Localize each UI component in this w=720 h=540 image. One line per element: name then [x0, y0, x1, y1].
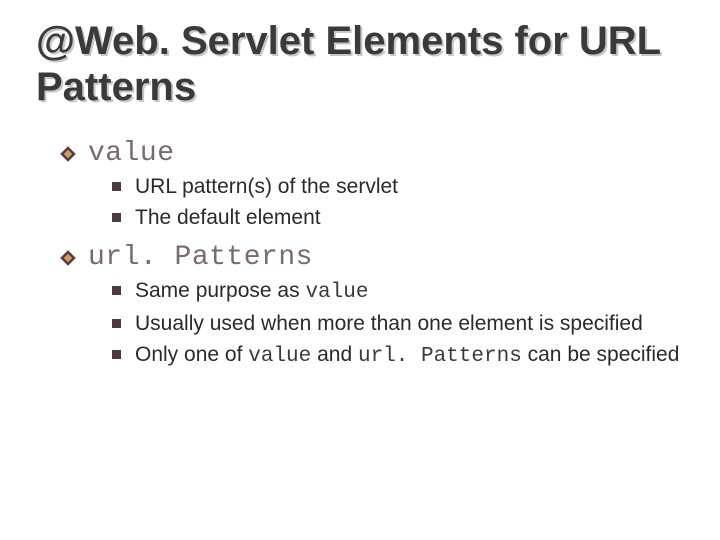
sub-list-item-text: URL pattern(s) of the servlet [135, 173, 398, 200]
slide-body: value URL pattern(s) of the servlet The … [36, 138, 684, 370]
text-run: can be specified [522, 343, 680, 366]
slide-title: @Web. Servlet Elements for URL Patterns [36, 18, 684, 110]
square-icon [112, 213, 121, 222]
square-icon [112, 182, 121, 191]
text-run: Only one of [135, 343, 248, 366]
text-run: The default element [135, 206, 321, 229]
square-icon [112, 319, 121, 328]
square-icon [112, 350, 121, 359]
slide: @Web. Servlet Elements for URL Patterns … [0, 0, 720, 540]
mono-run: value [305, 281, 368, 304]
sub-list-item: URL pattern(s) of the servlet [112, 173, 684, 200]
sub-list-item: The default element [112, 204, 684, 231]
sub-list: URL pattern(s) of the servlet The defaul… [60, 173, 684, 232]
diamond-icon [60, 250, 76, 271]
mono-run: url. Patterns [358, 345, 522, 368]
text-run: and [311, 343, 358, 366]
sub-list: Same purpose as value Usually used when … [60, 277, 684, 371]
sub-list-item-text: The default element [135, 204, 321, 231]
list-item: value [60, 138, 684, 169]
sub-list-item: Usually used when more than one element … [112, 310, 684, 337]
text-run: Same purpose as [135, 279, 305, 302]
list-item: url. Patterns [60, 242, 684, 273]
square-icon [112, 286, 121, 295]
list-item-label: value [88, 138, 175, 169]
sub-list-item-text: Only one of value and url. Patterns can … [135, 341, 679, 370]
text-run: URL pattern(s) of the servlet [135, 175, 398, 198]
sub-list-item: Only one of value and url. Patterns can … [112, 341, 684, 370]
diamond-icon [60, 146, 76, 167]
sub-list-item-text: Usually used when more than one element … [135, 310, 643, 337]
mono-run: value [248, 345, 311, 368]
sub-list-item-text: Same purpose as value [135, 277, 368, 306]
list-item-label: url. Patterns [88, 242, 313, 273]
sub-list-item: Same purpose as value [112, 277, 684, 306]
text-run: Usually used when more than one element … [135, 312, 643, 335]
